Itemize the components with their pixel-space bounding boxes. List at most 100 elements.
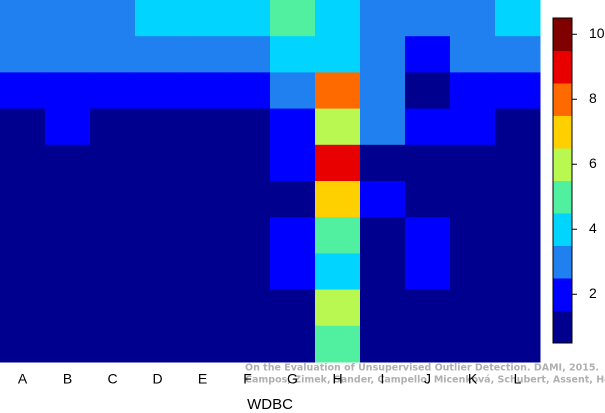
heat-cell — [90, 0, 136, 37]
colorbar-frame — [552, 17, 573, 344]
heat-cell — [315, 108, 361, 146]
heat-cell — [135, 108, 181, 146]
heat-cell — [180, 289, 226, 327]
heat-cell — [225, 181, 271, 218]
colorbar-tick-label: 8 — [589, 90, 597, 106]
x-axis-label: WDBC — [247, 396, 293, 413]
x-tick-label: J — [424, 371, 431, 387]
colorbar-segment — [553, 115, 572, 149]
heat-cell — [450, 36, 496, 73]
heat-cell — [90, 289, 136, 327]
heat-cell — [360, 0, 406, 37]
heat-cell — [405, 325, 451, 363]
heat-cell — [270, 72, 316, 110]
heat-cell — [135, 325, 181, 363]
heat-cell — [135, 72, 181, 110]
heat-cell — [315, 144, 361, 182]
heat-cell — [405, 144, 451, 182]
x-tick-label: C — [107, 371, 117, 387]
heat-cell — [270, 0, 316, 37]
heat-cell — [495, 217, 541, 254]
heat-cell — [270, 36, 316, 73]
heat-cell — [135, 0, 181, 37]
x-tick-label: H — [332, 371, 342, 387]
heat-cell — [360, 108, 406, 146]
heat-cell — [45, 325, 91, 363]
heat-cell — [135, 253, 181, 291]
heat-cell — [495, 325, 541, 363]
colorbar-segment — [553, 50, 572, 84]
heat-cell — [45, 108, 91, 146]
heat-cell — [450, 108, 496, 146]
heat-cell — [450, 72, 496, 110]
heat-cell — [270, 144, 316, 182]
heat-cell — [0, 181, 46, 218]
heat-cell — [360, 144, 406, 182]
heat-cell — [0, 253, 46, 291]
heat-cell — [450, 181, 496, 218]
heat-cell — [495, 289, 541, 327]
heat-cell — [270, 217, 316, 254]
heat-cell — [450, 289, 496, 327]
x-tick-label: K — [468, 371, 478, 387]
heat-cell — [180, 144, 226, 182]
heat-cell — [0, 108, 46, 146]
colorbar-segment — [553, 245, 572, 279]
heat-cell — [180, 217, 226, 254]
heat-cell — [225, 217, 271, 254]
heat-cell — [405, 217, 451, 254]
heat-cell — [270, 325, 316, 363]
heat-cell — [135, 181, 181, 218]
colorbar-tick-label: 10 — [589, 25, 605, 41]
colorbar-segment — [553, 213, 572, 246]
heat-cell — [450, 217, 496, 254]
heat-cell — [135, 144, 181, 182]
heat-cell — [180, 0, 226, 37]
heat-cell — [450, 253, 496, 291]
heat-cell — [135, 217, 181, 254]
heat-cell — [405, 253, 451, 291]
heat-cell — [270, 289, 316, 327]
heat-cell — [45, 253, 91, 291]
colorbar-tick-label: 2 — [589, 285, 597, 301]
heat-cell — [0, 72, 46, 110]
heat-cell — [315, 72, 361, 110]
annotation: On the Evaluation of Unsupervised Outlie… — [245, 363, 599, 374]
heat-cell — [45, 144, 91, 182]
heat-cell — [315, 325, 361, 363]
heat-cell — [270, 108, 316, 146]
heat-cell — [180, 36, 226, 73]
heat-cell — [180, 253, 226, 291]
heat-cell — [225, 108, 271, 146]
x-tick-label: G — [287, 371, 298, 387]
heat-cell — [360, 253, 406, 291]
colorbar-tick-label: 4 — [589, 220, 597, 236]
heat-cell — [180, 72, 226, 110]
heat-cell — [360, 289, 406, 327]
heat-cell — [90, 181, 136, 218]
heat-cell — [315, 36, 361, 73]
heat-cell — [495, 144, 541, 182]
heat-cell — [135, 36, 181, 73]
colorbar-segment — [553, 148, 572, 181]
heat-cell — [0, 289, 46, 327]
heat-cell — [495, 181, 541, 218]
heat-cell — [135, 289, 181, 327]
annotation: Campos, Zimek, Sander, Campello, Micenko… — [245, 375, 605, 386]
heat-cell — [225, 325, 271, 363]
heat-cell — [360, 72, 406, 110]
heat-cell — [45, 289, 91, 327]
heat-cell — [360, 325, 406, 363]
heat-cell — [45, 72, 91, 110]
heat-cell — [0, 144, 46, 182]
heat-cell — [405, 181, 451, 218]
colorbar-segment — [553, 18, 572, 51]
heat-cell — [90, 36, 136, 73]
heat-cell — [405, 0, 451, 37]
heat-cell — [405, 289, 451, 327]
heat-cell — [405, 72, 451, 110]
heat-cell — [315, 181, 361, 218]
heat-cell — [90, 144, 136, 182]
heat-cell — [270, 181, 316, 218]
x-tick-label: B — [63, 371, 72, 387]
